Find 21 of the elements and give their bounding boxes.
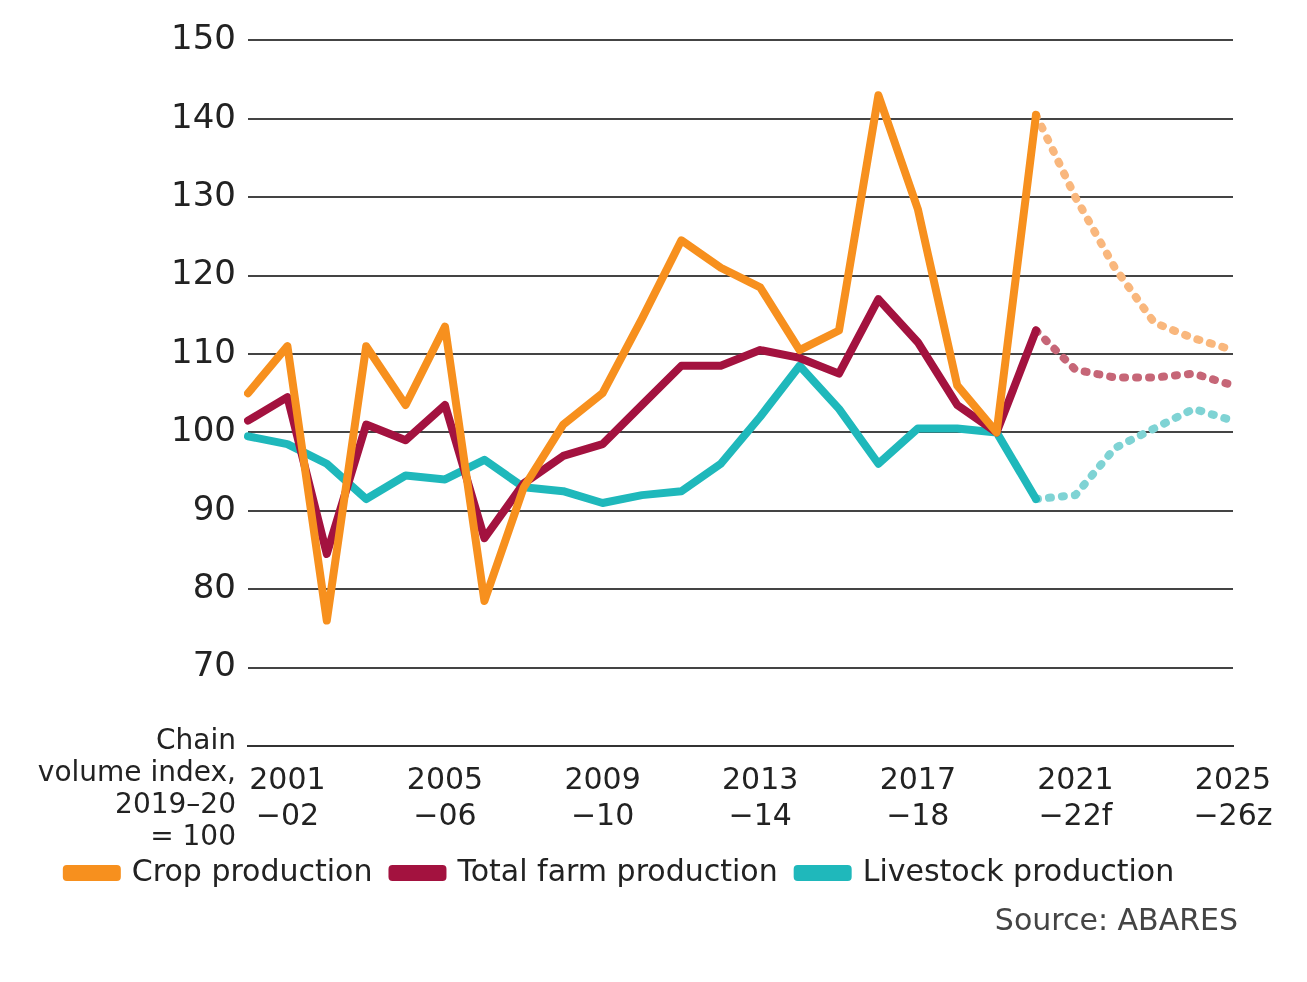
y-tick-label: 110 <box>171 330 236 371</box>
y-axis-title: Chain volume index, 2019–20 = 100 <box>37 723 236 853</box>
y-tick-label: 70 <box>192 644 236 685</box>
legend-label: Crop production <box>131 852 373 888</box>
y-tick-label: 130 <box>171 174 236 215</box>
x-tick-label: 2013 −14 <box>722 760 799 832</box>
y-tick-label: 80 <box>192 566 236 607</box>
x-tick-label: 2025 −26z <box>1193 760 1273 832</box>
legend-label: Total farm production <box>456 852 778 888</box>
x-tick-label: 2009 −10 <box>564 760 641 832</box>
x-tick-label: 2001 −02 <box>249 760 326 832</box>
source-note: Source: ABARES <box>994 901 1238 937</box>
x-tick-label: 2021 −22f <box>1037 760 1114 832</box>
y-tick-label: 150 <box>171 17 236 58</box>
y-tick-label: 120 <box>171 252 236 293</box>
y-tick-label: 140 <box>171 95 236 136</box>
y-tick-label: 90 <box>192 487 236 528</box>
x-tick-label: 2005 −06 <box>406 760 484 832</box>
x-tick-label: 2017 −18 <box>879 760 956 832</box>
legend-label: Livestock production <box>862 852 1175 888</box>
y-tick-label: 100 <box>171 409 236 450</box>
